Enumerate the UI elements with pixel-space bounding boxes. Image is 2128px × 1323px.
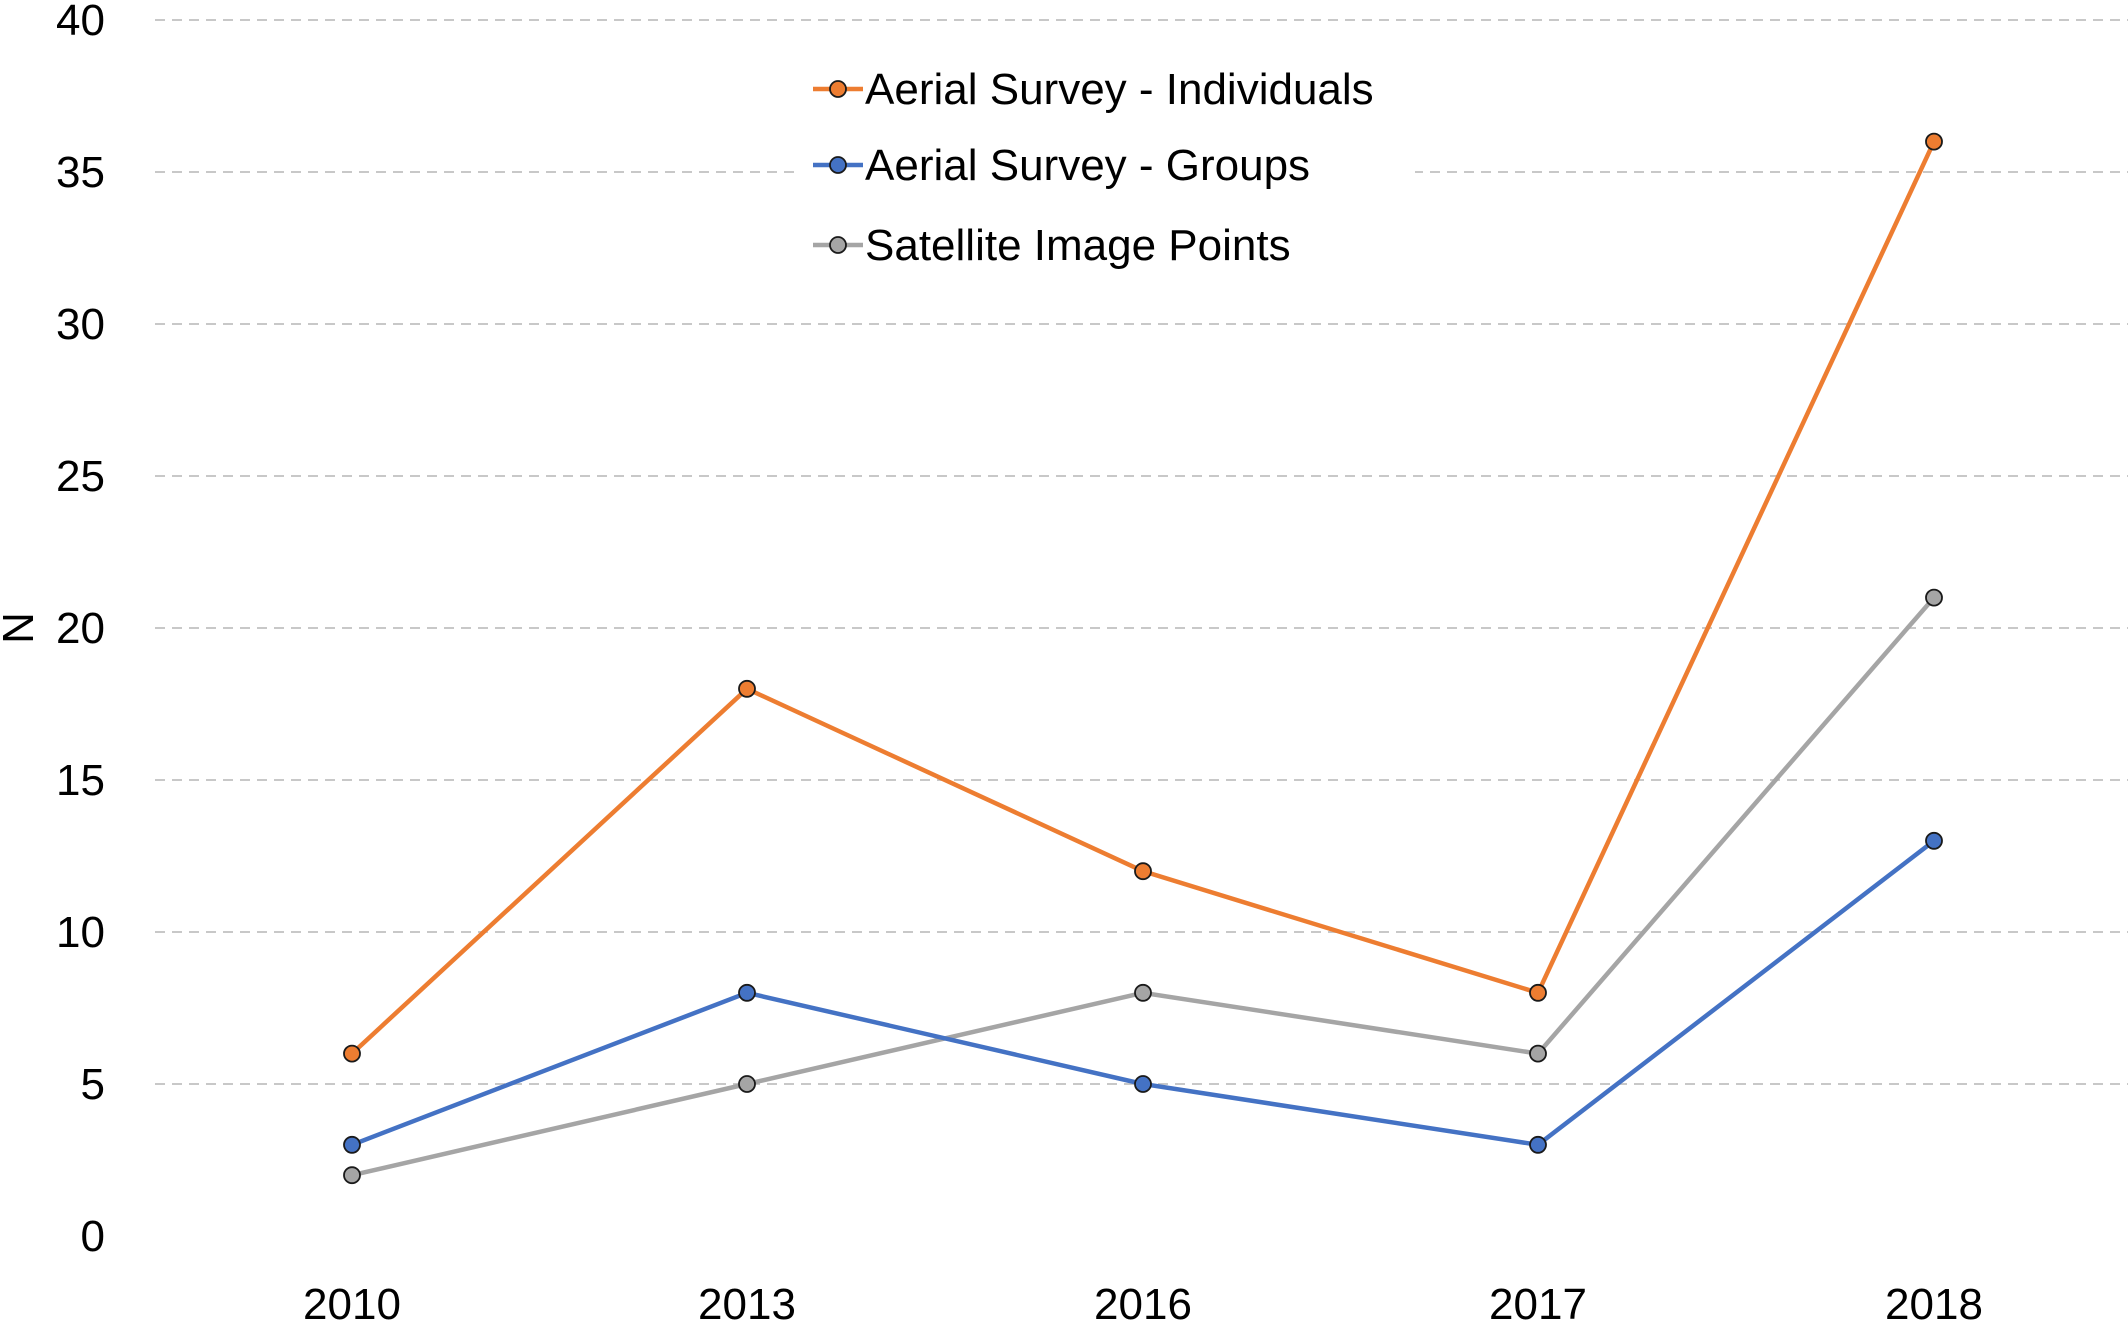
legend-swatch-marker	[829, 156, 847, 174]
data-point	[738, 679, 756, 698]
legend-item: Satellite Image Points	[800, 215, 1415, 275]
x-tick-label: 2018	[1885, 1280, 1983, 1323]
series-satellite-image-points	[343, 588, 1943, 1185]
legend-item: Aerial Survey - Individuals	[800, 59, 1415, 119]
series-lines	[343, 132, 1943, 1185]
x-tick-label: 2013	[698, 1280, 796, 1323]
x-tick-label: 2010	[303, 1280, 401, 1323]
y-tick-label: 40	[56, 0, 105, 45]
y-tick-label: 30	[56, 300, 105, 349]
data-point	[738, 983, 756, 1002]
data-point	[343, 1166, 361, 1185]
data-point	[1529, 1044, 1547, 1063]
x-tick-label: 2016	[1094, 1280, 1192, 1323]
legend-item-background	[800, 215, 1415, 275]
legend-item-background	[800, 59, 1415, 119]
data-point	[738, 1075, 756, 1093]
x-axis-ticks: 2010 2013 2016 2017 2018	[303, 1280, 1983, 1323]
legend-label: Aerial Survey - Groups	[865, 141, 1310, 190]
data-point	[1925, 132, 1943, 151]
y-axis-title: N	[0, 612, 43, 644]
y-axis-ticks: 0 5 10 15 20 25 30 35 40	[56, 0, 105, 1261]
y-tick-label: 35	[56, 148, 105, 197]
y-tick-label: 10	[56, 908, 105, 957]
series-line	[350, 140, 1937, 1056]
legend: Aerial Survey - Individuals Aerial Survey…	[800, 59, 1415, 275]
data-point	[1134, 983, 1152, 1002]
legend-swatch-marker	[829, 80, 847, 98]
legend-item: Aerial Survey - Groups	[800, 135, 1415, 195]
data-point	[1529, 983, 1547, 1002]
data-point	[1925, 831, 1943, 850]
series-aerial-survey-individuals	[343, 132, 1943, 1063]
legend-label: Aerial Survey - Individuals	[865, 65, 1374, 114]
y-tick-label: 25	[56, 452, 105, 501]
data-point	[1529, 1135, 1547, 1154]
legend-swatch-marker	[829, 236, 847, 254]
y-tick-label: 20	[56, 604, 105, 653]
data-point	[343, 1135, 361, 1154]
legend-label: Satellite Image Points	[865, 221, 1291, 270]
x-tick-label: 2017	[1489, 1280, 1587, 1323]
y-tick-label: 5	[81, 1060, 105, 1109]
data-point	[1925, 588, 1943, 607]
data-point	[343, 1044, 361, 1063]
y-tick-label: 15	[56, 756, 105, 805]
series-aerial-survey-groups	[343, 831, 1943, 1154]
y-tick-label: 0	[81, 1212, 105, 1261]
data-point	[1134, 862, 1152, 881]
data-point	[1134, 1075, 1152, 1093]
legend-item-background	[800, 135, 1415, 195]
